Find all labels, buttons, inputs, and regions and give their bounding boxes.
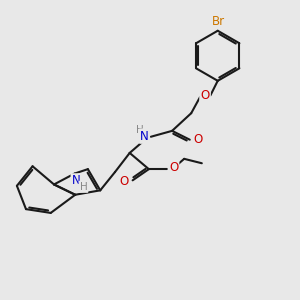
Text: N: N <box>140 130 149 143</box>
Text: O: O <box>169 161 178 174</box>
Text: O: O <box>120 175 129 188</box>
Text: H: H <box>136 125 144 135</box>
Text: N: N <box>72 174 80 188</box>
Text: Br: Br <box>212 15 225 28</box>
Text: H: H <box>80 182 87 192</box>
Text: O: O <box>194 133 202 146</box>
Text: O: O <box>200 89 210 102</box>
